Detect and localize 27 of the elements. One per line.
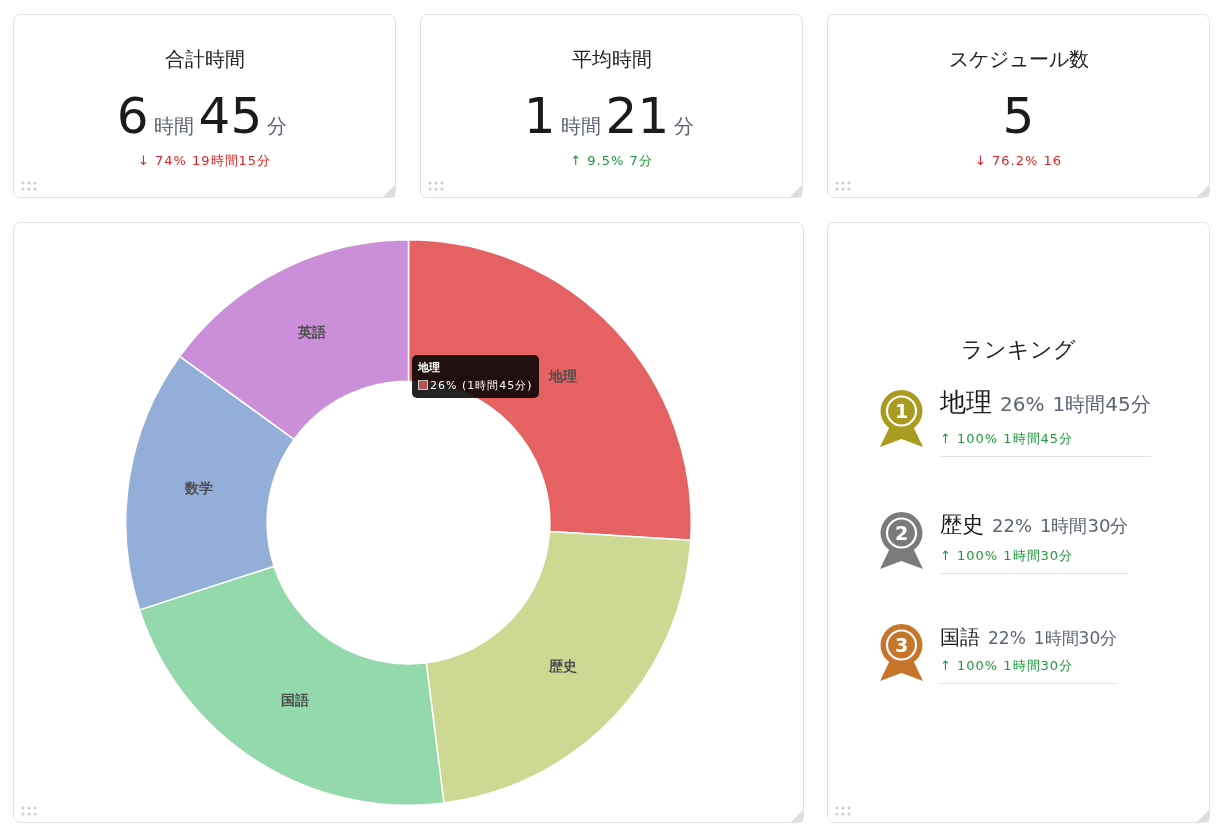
text: 1時間30分 — [1040, 514, 1129, 536]
text: 地理 — [940, 387, 992, 417]
text: ↓ 74% 19時間15分 — [136, 152, 273, 170]
text: スケジュール数 — [947, 46, 1090, 73]
text: ↑ 100% 1時間30分 — [940, 657, 1075, 676]
text: 国語 — [940, 625, 980, 650]
text: ↑ 100% 1時間30分 — [940, 547, 1075, 566]
text: 地理 — [418, 359, 442, 375]
text: ↑ 100% 1時間45分 — [940, 429, 1075, 448]
slice-label: 歴史 — [548, 658, 578, 675]
text: 合計時間 — [163, 46, 246, 73]
text: 1時間45分 — [1052, 392, 1151, 416]
text: ↑ 9.5% 7分 — [569, 152, 654, 170]
text: 22% — [988, 628, 1026, 649]
text: 26% — [1000, 392, 1045, 416]
text: 26% (1時間45分) — [430, 377, 533, 393]
text: 平均時間 — [570, 46, 653, 73]
slice-label: 数学 — [184, 479, 214, 496]
slice-label: 地理 — [548, 367, 578, 384]
slice-label: 国語 — [280, 692, 309, 709]
text: 22% — [992, 514, 1033, 536]
text: ランキング — [960, 336, 1077, 364]
text: 歴史 — [940, 511, 984, 537]
text: 5 — [1002, 87, 1035, 145]
text: ↓ 76.2% 16 — [974, 152, 1063, 170]
text: 1時間30分 — [1033, 628, 1118, 649]
slice-label: 英語 — [297, 324, 327, 341]
